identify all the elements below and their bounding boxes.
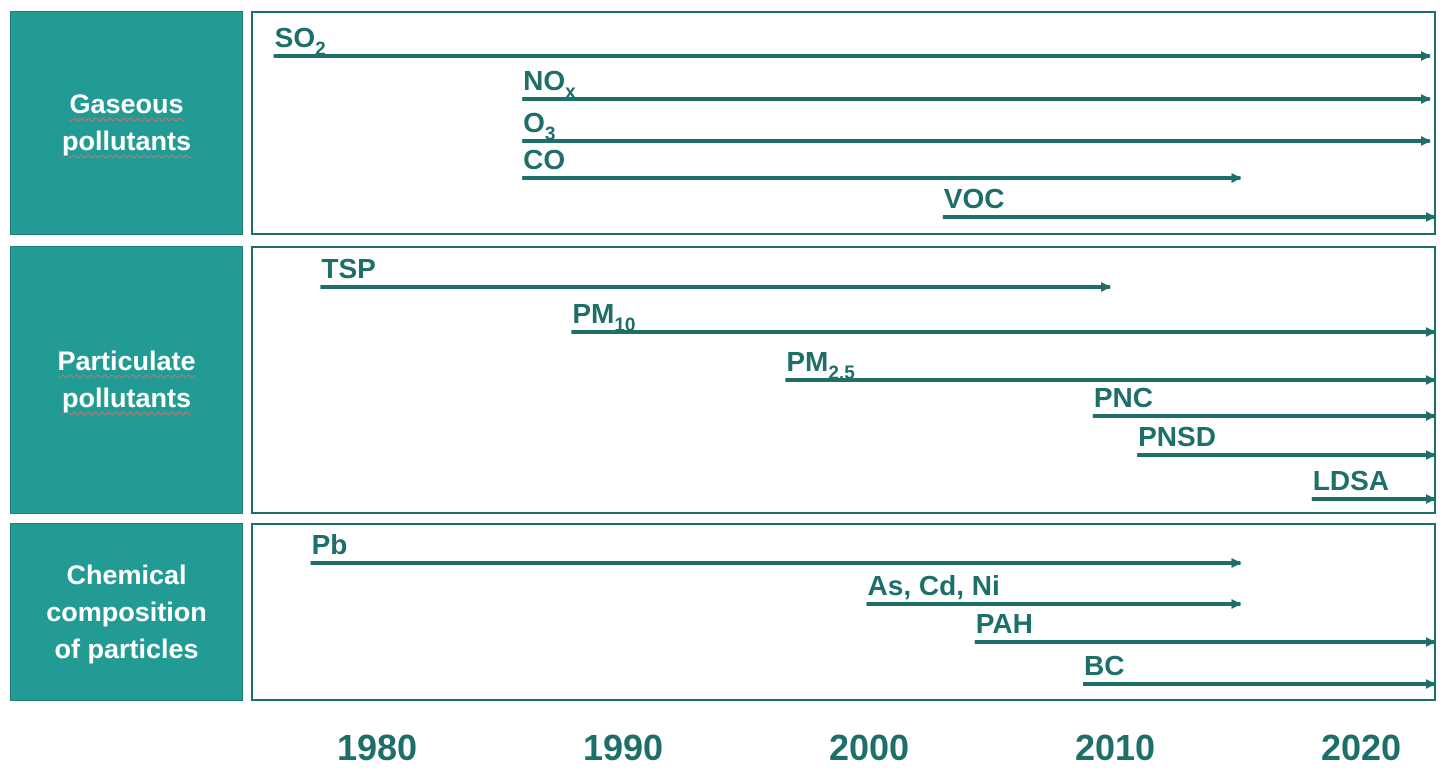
year-tick-label: 1990 <box>583 727 663 768</box>
year-tick-label: 2010 <box>1075 727 1155 768</box>
category-label: Gaseous pollutants <box>62 89 191 156</box>
category-gaseous-pollutants: Gaseous pollutants <box>10 11 243 235</box>
category-chemical-composition: Chemical composition of particles <box>10 523 243 701</box>
panel-gaseous <box>251 11 1436 235</box>
category-label: Particulate pollutants <box>57 346 196 413</box>
year-tick-label: 2020 <box>1321 727 1401 768</box>
panel-chemical <box>251 523 1436 701</box>
panel-particulate <box>251 246 1436 514</box>
year-tick-label: 1980 <box>337 727 417 768</box>
year-tick-label: 2000 <box>829 727 909 768</box>
category-label: Chemical composition of particles <box>46 559 207 664</box>
category-particulate-pollutants: Particulate pollutants <box>10 246 243 514</box>
